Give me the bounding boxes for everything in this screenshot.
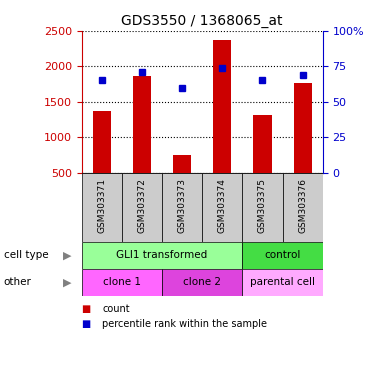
Bar (242, 242, 323, 269)
Text: clone 2: clone 2 (183, 277, 221, 287)
Text: cell type: cell type (4, 250, 48, 260)
Text: percentile rank within the sample: percentile rank within the sample (102, 319, 267, 329)
Text: count: count (102, 304, 129, 314)
Bar (162, 173, 202, 242)
Text: control: control (265, 250, 301, 260)
Bar (93, 111, 111, 173)
Text: GSM303371: GSM303371 (97, 178, 106, 233)
Bar (173, 155, 191, 173)
Text: parental cell: parental cell (250, 277, 315, 287)
Bar (82, 269, 162, 296)
Text: clone 1: clone 1 (103, 277, 141, 287)
Text: ▶: ▶ (63, 277, 71, 287)
Text: GLI1 transformed: GLI1 transformed (116, 250, 208, 260)
Bar (213, 40, 232, 173)
Bar (293, 83, 312, 173)
Text: GSM303373: GSM303373 (178, 178, 187, 233)
Text: ■: ■ (82, 304, 91, 314)
Bar (82, 173, 122, 242)
Title: GDS3550 / 1368065_at: GDS3550 / 1368065_at (121, 14, 283, 28)
Bar (122, 173, 162, 242)
Bar (242, 269, 323, 296)
Text: GSM303375: GSM303375 (258, 178, 267, 233)
Text: ■: ■ (82, 319, 91, 329)
Text: other: other (4, 277, 32, 287)
Text: ▶: ▶ (63, 250, 71, 260)
Text: GSM303374: GSM303374 (218, 178, 227, 233)
Bar (82, 242, 242, 269)
Bar (133, 76, 151, 173)
Bar (283, 173, 323, 242)
Bar (162, 269, 242, 296)
Text: GSM303372: GSM303372 (137, 178, 147, 233)
Bar (242, 173, 283, 242)
Bar (202, 173, 242, 242)
Bar (253, 114, 272, 173)
Text: GSM303376: GSM303376 (298, 178, 307, 233)
